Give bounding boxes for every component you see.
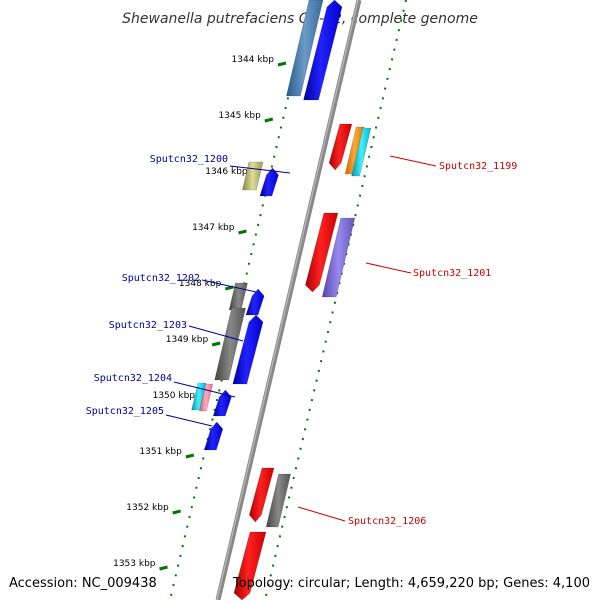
gene-feature[interactable]	[248, 467, 275, 523]
gene-feature[interactable]	[214, 307, 246, 381]
gene-feature[interactable]	[191, 382, 207, 411]
gene-feature[interactable]	[259, 167, 279, 197]
gene-label-leader	[365, 262, 412, 274]
gene-feature[interactable]	[245, 288, 265, 316]
gene-label-leader	[165, 414, 213, 427]
kbp-tick-mark	[277, 61, 287, 67]
gene-label-leader	[188, 325, 244, 342]
gene-label-leader	[297, 506, 346, 522]
kbp-tick-label: 1346 kbp	[205, 167, 248, 177]
kbp-tick-label: 1348 kbp	[179, 279, 222, 289]
kbp-tick-mark	[238, 229, 247, 235]
gene-label[interactable]: Sputcn32_1200	[150, 154, 228, 165]
gene-feature[interactable]	[233, 531, 267, 601]
gene-label[interactable]: Sputcn32_1203	[109, 320, 187, 331]
gene-label-leader	[229, 165, 291, 174]
kbp-tick-mark	[224, 285, 234, 291]
gene-label[interactable]: Sputcn32_1201	[413, 268, 491, 279]
topology-text: Topology: circular; Length: 4,659,220 bp…	[232, 576, 590, 591]
accession-text: Accession: NC_009438	[9, 576, 157, 591]
kbp-tick-label: 1344 kbp	[232, 55, 275, 65]
gene-label[interactable]: Sputcn32_1199	[439, 161, 517, 172]
kbp-tick-mark	[172, 509, 182, 515]
gene-feature[interactable]	[265, 473, 291, 528]
gene-feature[interactable]	[328, 123, 353, 171]
gene-feature[interactable]	[203, 421, 224, 451]
gene-label-leader	[173, 381, 236, 398]
kbp-tick-label: 1349 kbp	[166, 335, 209, 345]
kbp-tick-mark	[211, 341, 221, 347]
gene-label[interactable]: Sputcn32_1202	[122, 273, 200, 284]
gene-feature[interactable]	[303, 0, 343, 101]
gene-feature[interactable]	[286, 0, 324, 97]
gene-label-leader	[389, 155, 437, 167]
gene-label[interactable]: Sputcn32_1204	[94, 373, 172, 384]
kbp-tick-label: 1350 kbp	[153, 391, 196, 401]
kbp-tick-label: 1352 kbp	[126, 503, 169, 513]
kbp-tick-label: 1353 kbp	[113, 559, 156, 569]
gene-label-leader	[201, 279, 257, 293]
kbp-tick-label: 1351 kbp	[139, 447, 182, 457]
gene-feature[interactable]	[351, 127, 372, 177]
kbp-tick-mark	[185, 453, 195, 459]
kbp-tick-mark	[159, 565, 168, 571]
gene-label[interactable]: Sputcn32_1206	[348, 516, 426, 527]
genome-backbone-highlight	[216, 0, 359, 601]
gene-features	[191, 0, 372, 601]
gene-feature[interactable]	[321, 217, 356, 298]
map-title: Shewanella putrefaciens CN-32, complete …	[122, 11, 478, 27]
kbp-tick-label: 1347 kbp	[192, 223, 235, 233]
kbp-tick-mark	[264, 117, 274, 123]
kbp-tick-label: 1345 kbp	[218, 111, 261, 121]
gene-label[interactable]: Sputcn32_1205	[86, 406, 164, 417]
gene-labels: Sputcn32_1199 Sputcn32_1200 Sputcn32_1201 S…	[86, 154, 518, 527]
gene-feature[interactable]	[305, 212, 339, 293]
gene-feature[interactable]	[232, 314, 264, 385]
genome-backbone	[215, 0, 362, 601]
